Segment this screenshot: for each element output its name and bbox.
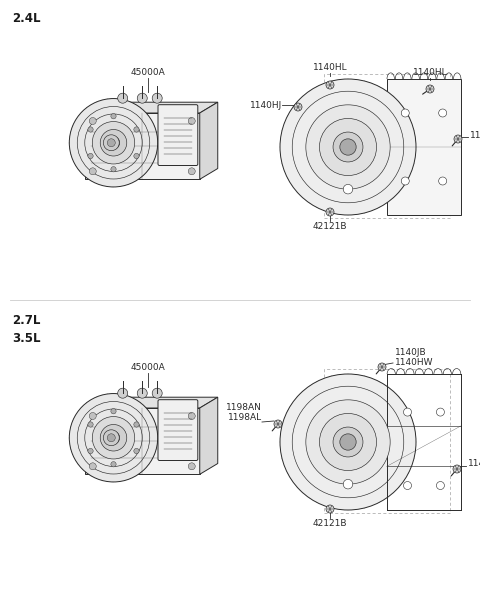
Circle shape [134, 422, 139, 427]
Circle shape [92, 417, 135, 459]
Circle shape [404, 482, 411, 490]
Text: 1140HL: 1140HL [312, 63, 348, 72]
Circle shape [88, 448, 93, 454]
Circle shape [69, 99, 158, 187]
Circle shape [439, 109, 447, 117]
Circle shape [280, 79, 416, 215]
Circle shape [108, 139, 115, 147]
Circle shape [108, 434, 115, 442]
Polygon shape [85, 113, 200, 179]
Circle shape [294, 103, 302, 111]
Circle shape [110, 434, 117, 441]
Text: 1140JB: 1140JB [395, 348, 427, 357]
Circle shape [320, 118, 376, 176]
Circle shape [137, 388, 147, 398]
Circle shape [92, 122, 135, 164]
Text: 2.7L: 2.7L [12, 314, 40, 327]
Circle shape [340, 434, 356, 450]
Circle shape [343, 479, 353, 489]
Circle shape [111, 113, 116, 119]
Text: 1140HW: 1140HW [395, 358, 433, 367]
Text: 1140HL: 1140HL [413, 68, 447, 77]
Circle shape [134, 448, 139, 454]
Circle shape [88, 422, 93, 427]
Polygon shape [85, 102, 218, 113]
Circle shape [100, 424, 127, 451]
Circle shape [188, 463, 195, 470]
Text: 1198AN: 1198AN [226, 403, 262, 412]
FancyBboxPatch shape [158, 400, 198, 460]
Text: 42121B: 42121B [313, 519, 347, 528]
Circle shape [152, 388, 162, 398]
Circle shape [89, 118, 96, 125]
Circle shape [333, 132, 363, 162]
Circle shape [326, 505, 334, 513]
FancyBboxPatch shape [158, 104, 198, 165]
Bar [324, 74, 450, 219]
Circle shape [137, 93, 147, 103]
Text: 45000A: 45000A [131, 363, 166, 372]
Polygon shape [85, 408, 200, 474]
Circle shape [108, 137, 120, 149]
Circle shape [88, 153, 93, 159]
Circle shape [436, 482, 444, 490]
Circle shape [134, 153, 139, 159]
Text: 2.4L: 2.4L [12, 12, 40, 25]
Circle shape [401, 109, 409, 117]
Circle shape [188, 168, 195, 175]
Circle shape [326, 81, 334, 89]
Bar [324, 369, 450, 513]
Circle shape [89, 413, 96, 420]
Circle shape [88, 127, 93, 132]
Circle shape [453, 465, 461, 473]
Circle shape [108, 432, 120, 444]
Circle shape [320, 414, 376, 470]
Circle shape [188, 413, 195, 420]
Circle shape [306, 400, 390, 484]
Circle shape [111, 461, 116, 467]
Circle shape [100, 130, 127, 156]
Circle shape [306, 105, 390, 189]
Circle shape [118, 388, 128, 398]
Text: 1140HJ: 1140HJ [250, 100, 282, 109]
Bar [386, 79, 461, 215]
Text: 42121B: 42121B [313, 222, 347, 231]
Text: 1198AL: 1198AL [228, 413, 262, 422]
Circle shape [118, 93, 128, 103]
Polygon shape [200, 102, 218, 179]
Circle shape [152, 93, 162, 103]
Circle shape [378, 363, 386, 371]
Circle shape [280, 374, 416, 510]
Polygon shape [85, 397, 218, 408]
Text: 1140HW: 1140HW [468, 460, 480, 469]
Circle shape [111, 408, 116, 414]
Circle shape [89, 463, 96, 470]
Circle shape [188, 118, 195, 125]
Circle shape [69, 393, 158, 482]
Circle shape [436, 408, 444, 416]
Circle shape [454, 135, 462, 143]
Circle shape [111, 167, 116, 172]
Circle shape [340, 139, 356, 155]
Circle shape [89, 168, 96, 175]
Text: 3.5L: 3.5L [12, 332, 40, 345]
Circle shape [110, 139, 117, 146]
Circle shape [103, 135, 119, 150]
Text: 1140HG: 1140HG [470, 131, 480, 140]
Circle shape [274, 420, 282, 428]
Circle shape [404, 408, 411, 416]
Circle shape [134, 127, 139, 132]
Circle shape [439, 177, 447, 185]
Circle shape [103, 430, 119, 446]
Circle shape [426, 85, 434, 93]
Circle shape [333, 427, 363, 457]
Text: 45000A: 45000A [131, 68, 166, 77]
Circle shape [343, 184, 353, 194]
Circle shape [401, 177, 409, 185]
Circle shape [326, 208, 334, 216]
Polygon shape [200, 397, 218, 474]
